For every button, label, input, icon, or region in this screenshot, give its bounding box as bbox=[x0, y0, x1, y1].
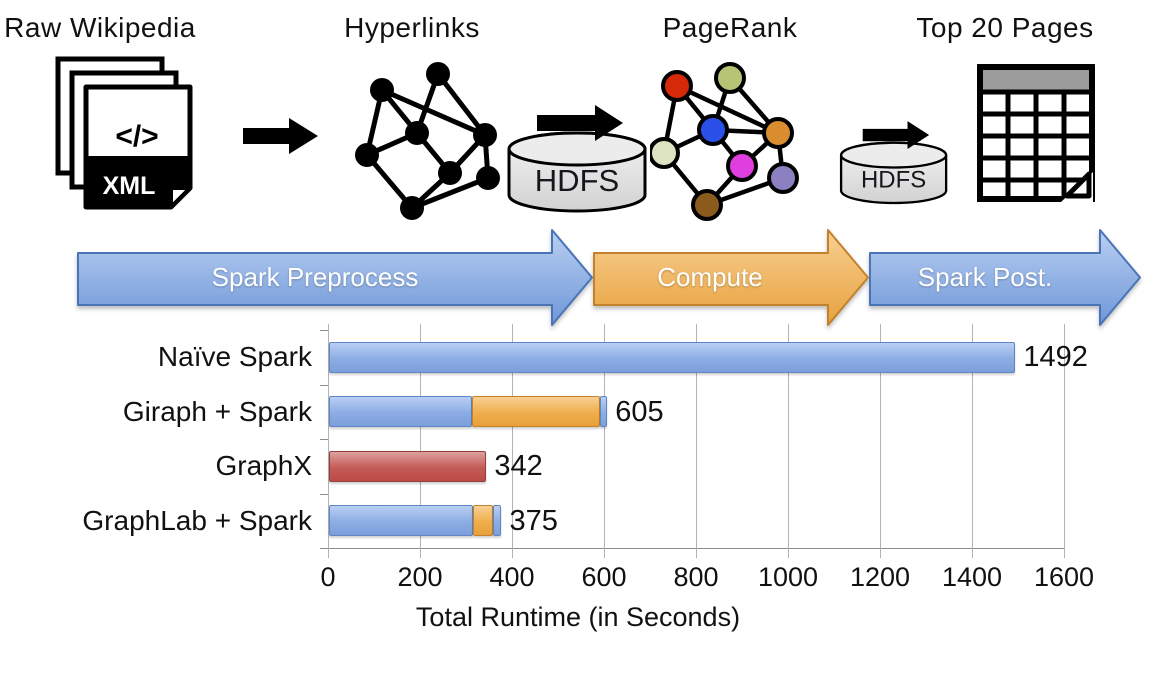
category-tick bbox=[320, 330, 328, 331]
category-label: GraphLab + Spark bbox=[82, 504, 312, 536]
compute-arrow bbox=[593, 229, 869, 326]
bar-value-label: 1492 bbox=[1023, 341, 1088, 374]
gridline bbox=[696, 324, 697, 558]
x-tick-label: 1400 bbox=[941, 562, 1003, 592]
category-label: Naïve Spark bbox=[157, 341, 312, 373]
gridline bbox=[512, 324, 513, 558]
table-grid-icon bbox=[977, 64, 1095, 202]
x-tick-label: 600 bbox=[581, 562, 627, 592]
x-axis-title: Total Runtime (in Seconds) bbox=[415, 602, 741, 632]
bar-segment-spark-preprocess bbox=[329, 396, 472, 428]
gridline bbox=[1064, 324, 1065, 558]
table-header-row bbox=[983, 70, 1089, 92]
node-purple bbox=[767, 162, 799, 194]
process-arrows bbox=[77, 229, 1141, 326]
bar-segment-spark-post bbox=[493, 505, 502, 537]
node-red bbox=[661, 70, 693, 102]
chart-plot-area bbox=[328, 324, 1065, 558]
category-tick bbox=[320, 493, 328, 495]
x-tick-label: 400 bbox=[489, 562, 535, 592]
category-label: GraphX bbox=[215, 450, 313, 482]
bar-value-label: 342 bbox=[494, 450, 543, 483]
node-olive bbox=[714, 62, 746, 94]
right-arrow-icon bbox=[243, 118, 318, 154]
hdfs-cylinder-icon: HDFS bbox=[507, 105, 647, 213]
hdfs-cylinder-icon: HDFS bbox=[839, 121, 948, 205]
write-arrow-icon bbox=[862, 121, 930, 149]
bar-segment-giraph-compute bbox=[471, 396, 601, 428]
gridline bbox=[880, 324, 881, 558]
x-tick-label: 200 bbox=[397, 562, 443, 592]
colored-graph-network-icon bbox=[650, 62, 799, 221]
hdfs-label: HDFS bbox=[861, 167, 926, 194]
gridline bbox=[972, 324, 973, 558]
bar-segment-graphlab-compute bbox=[472, 505, 494, 537]
x-tick-label: 1000 bbox=[757, 562, 819, 592]
hdfs-label: HDFS bbox=[535, 163, 619, 198]
spark-preprocess-label: Spark Preprocess bbox=[211, 262, 419, 292]
category-tick bbox=[320, 548, 328, 549]
x-tick-label: 0 bbox=[320, 562, 336, 592]
bar-value-label: 605 bbox=[615, 395, 664, 428]
stage-label-pagerank: PageRank bbox=[662, 12, 798, 43]
gridline bbox=[420, 324, 421, 558]
spark-post-arrow bbox=[869, 229, 1141, 326]
gridline bbox=[328, 324, 329, 558]
category-label: Giraph + Spark bbox=[122, 395, 312, 427]
category-tick bbox=[320, 439, 328, 440]
xml-code-text: </> bbox=[115, 120, 158, 153]
category-tick bbox=[320, 384, 328, 386]
stage-label-top20pages: Top 20 Pages bbox=[916, 12, 1094, 43]
x-tick-label: 1600 bbox=[1033, 562, 1095, 592]
xml-badge-text: XML bbox=[103, 172, 156, 200]
bar-segment-spark-preprocess bbox=[329, 505, 473, 537]
gridline bbox=[604, 324, 605, 558]
xml-document-stack-icon: </> XML bbox=[55, 56, 193, 210]
write-arrow-icon bbox=[537, 105, 623, 141]
gridline bbox=[788, 324, 789, 558]
spark-post-label: Spark Post. bbox=[917, 262, 1053, 292]
node-blue bbox=[697, 114, 729, 146]
bar-segment-spark bbox=[329, 341, 1016, 373]
node-pale-green bbox=[650, 137, 680, 169]
compute-label: Compute bbox=[657, 262, 763, 292]
stage-label-hyperlinks: Hyperlinks bbox=[344, 12, 480, 43]
node-orange bbox=[762, 117, 794, 149]
node-magenta bbox=[726, 150, 758, 182]
spark-preprocess-arrow bbox=[77, 229, 593, 326]
x-tick-label: 800 bbox=[673, 562, 719, 592]
bar-segment-spark-post bbox=[600, 396, 608, 428]
node-brown bbox=[691, 189, 723, 221]
runtime-bar-chart: Total Runtime (in Seconds) 0 200 400 600 800… bbox=[0, 324, 1156, 677]
bar-segment-graphx bbox=[329, 450, 487, 482]
stage-label-raw-wikipedia: Raw Wikipedia bbox=[4, 12, 196, 43]
bar-value-label: 375 bbox=[509, 504, 558, 537]
x-tick-label: 1200 bbox=[849, 562, 911, 592]
black-graph-network-icon bbox=[355, 62, 500, 220]
